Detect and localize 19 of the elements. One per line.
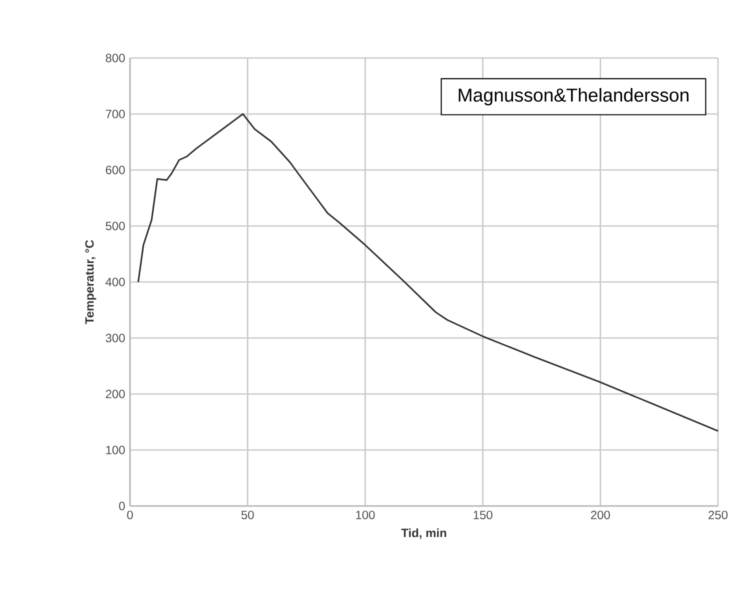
y-axis-title: Temperatur, °C (85, 240, 96, 324)
y-tick-label: 0 (119, 502, 125, 510)
x-tick-label: 250 (708, 510, 728, 520)
y-tick-label: 500 (106, 222, 125, 230)
y-tick-label: 200 (106, 390, 125, 398)
y-tick-label: 600 (106, 166, 125, 174)
y-tick-label: 100 (106, 446, 125, 454)
x-axis-title: Tid, min (401, 528, 446, 539)
x-tick-label: 50 (241, 510, 254, 520)
x-tick-label: 0 (127, 510, 133, 520)
y-tick-label: 300 (106, 334, 125, 342)
y-tick-label: 400 (106, 278, 125, 286)
x-tick-label: 150 (474, 510, 492, 520)
x-tick-label: 100 (356, 510, 375, 520)
annotation: Magnusson&Thelandersson (458, 88, 688, 106)
line-series (137, 113, 719, 432)
y-tick-label: 700 (106, 110, 125, 118)
y-tick-label: 800 (106, 54, 125, 62)
x-tick-label: 200 (591, 510, 610, 520)
